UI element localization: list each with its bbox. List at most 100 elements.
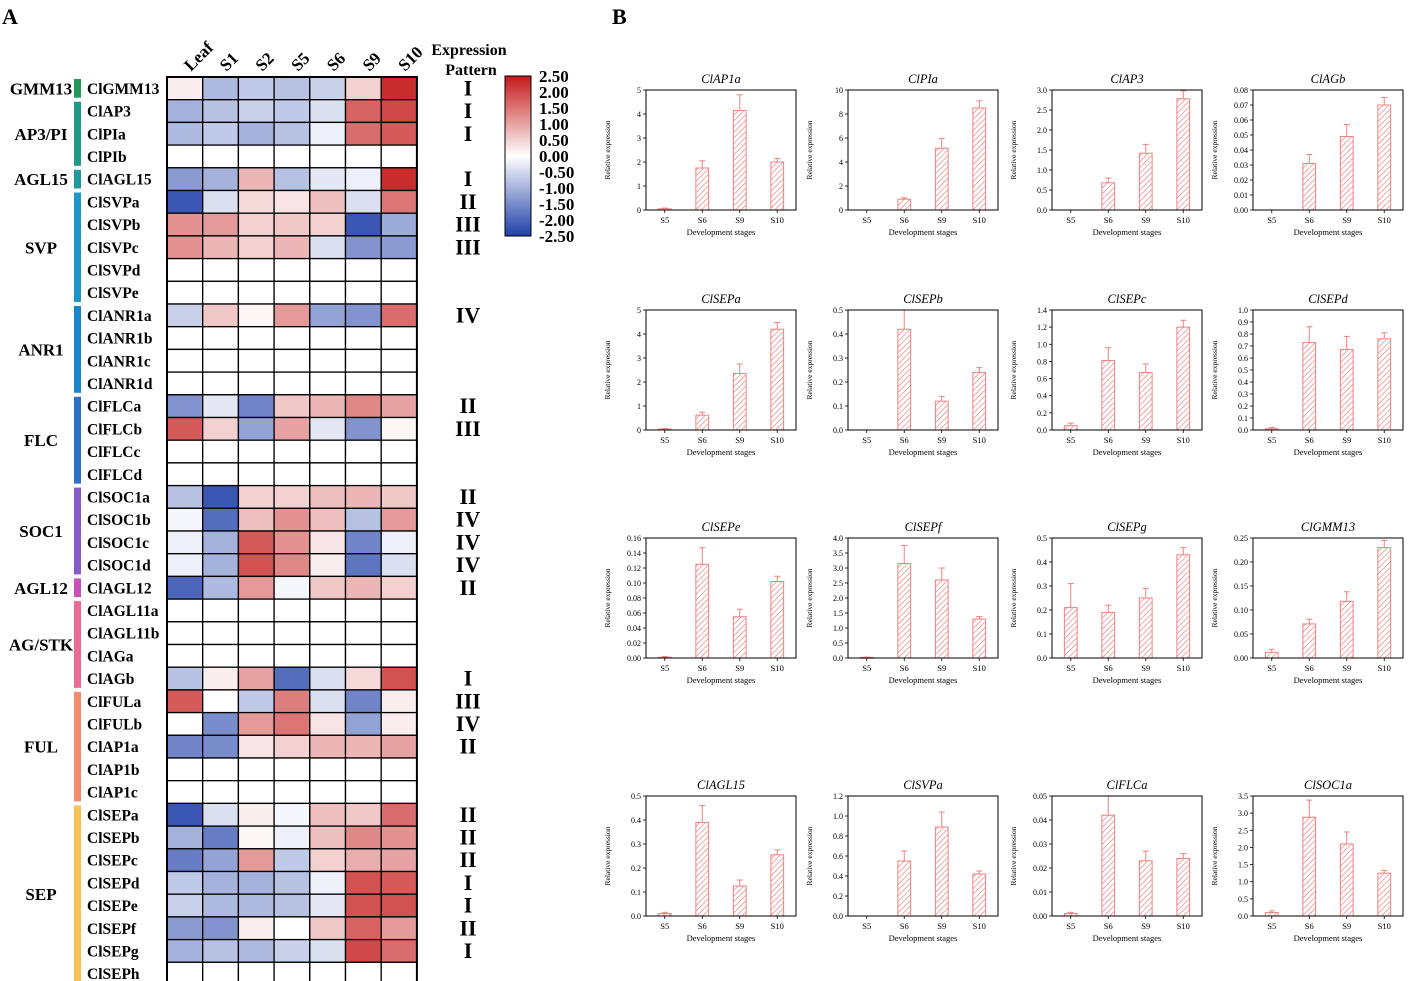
heatmap-cell <box>237 212 275 237</box>
bar <box>732 616 747 659</box>
gene-label: ClANR1b <box>87 331 152 348</box>
y-tick-label: 2 <box>637 378 641 387</box>
heatmap-cell <box>344 711 382 736</box>
heatmap-cell <box>344 825 382 850</box>
y-tick-label: 0.12 <box>627 564 641 573</box>
y-tick-label: 0.9 <box>1238 318 1248 327</box>
heatmap-cell <box>202 530 240 555</box>
gene-label: ClAGb <box>87 671 134 688</box>
pattern-label: II <box>459 802 476 827</box>
heatmap-cell <box>380 257 418 282</box>
y-tick-label: 2.0 <box>1238 843 1248 852</box>
y-tick-label: 0.6 <box>833 852 843 861</box>
heatmap-cell <box>166 689 204 714</box>
pattern-label: II <box>459 847 476 872</box>
x-axis-label: Development stages <box>1294 675 1363 685</box>
heatmap-cell <box>202 870 240 895</box>
heatmap-cell <box>237 484 275 509</box>
heatmap-cell <box>380 348 418 373</box>
chart-title: ClSEPd <box>1308 292 1348 306</box>
y-tick-label: 1.0 <box>833 624 843 633</box>
heatmap-cell <box>273 416 311 441</box>
heatmap-cell <box>344 235 382 260</box>
bar <box>1101 611 1116 659</box>
gene-label: ClAP1b <box>87 762 140 779</box>
x-tick-label: S9 <box>1342 921 1351 931</box>
heatmap-cell <box>166 303 204 328</box>
heatmap-cell <box>309 235 347 260</box>
y-tick-label: 0.04 <box>627 624 641 633</box>
x-tick-label: S9 <box>1342 215 1351 225</box>
heatmap-cell <box>166 371 204 396</box>
heatmap-cell <box>309 780 347 805</box>
plot-frame <box>1252 537 1404 659</box>
pattern-label: III <box>455 212 481 237</box>
bar <box>1063 607 1078 659</box>
x-tick-label: S9 <box>735 435 744 445</box>
heatmap-cell <box>380 780 418 805</box>
bar <box>934 400 949 431</box>
x-tick-label: S6 <box>698 921 707 931</box>
y-tick-label: 0.3 <box>1238 390 1248 399</box>
y-tick-label: 5 <box>637 306 641 315</box>
gene-label: ClGMM13 <box>87 81 160 98</box>
heatmap-cell <box>237 711 275 736</box>
heatmap-cell <box>380 212 418 237</box>
heatmap-row: ClAP1b <box>87 757 418 782</box>
y-tick-label: 0.4 <box>1238 378 1248 387</box>
heatmap-cell <box>273 870 311 895</box>
bar <box>1176 326 1191 431</box>
heatmap-cell <box>202 825 240 850</box>
heatmap-cell <box>380 416 418 441</box>
y-tick-label: 1.0 <box>1238 306 1248 315</box>
heatmap-cell <box>344 348 382 373</box>
heatmap-cell <box>380 938 418 963</box>
heatmap-cell <box>237 575 275 600</box>
bar-chart-clsepa: ClSEPa S5 S6 S9 S10 0 1 2 3 4 5 Development stages R… <box>603 292 797 457</box>
heatmap-cell <box>344 462 382 487</box>
bar-chart-clap3: ClAP3 S5 S6 S9 S10 0.0 0.5 1.0 1.5 2.0 2.5 3.0 Devel… <box>1009 72 1203 237</box>
heatmap-cell <box>344 371 382 396</box>
heatmap-cell <box>202 121 240 146</box>
heatmap-cell <box>202 643 240 668</box>
bar <box>770 854 785 917</box>
heatmap-cell <box>273 257 311 282</box>
x-tick-label: S10 <box>973 215 986 225</box>
bar-chart-clsoc1a: ClSOC1a S5 S6 S9 S10 0.0 0.5 1.0 1.5 2.0 2.5 3.0 3.5… <box>1210 778 1404 943</box>
heatmap-cell <box>202 938 240 963</box>
x-tick-label: S6 <box>698 215 707 225</box>
x-tick-label: S10 <box>1177 663 1190 673</box>
heatmap-cell <box>237 553 275 578</box>
x-tick-label: S9 <box>1342 663 1351 673</box>
heatmap-cell <box>237 303 275 328</box>
y-tick-label: 0.0 <box>833 912 843 921</box>
y-tick-label: 0.0 <box>1238 426 1248 435</box>
y-tick-label: 0.05 <box>1234 630 1248 639</box>
heatmap-cell <box>237 280 275 305</box>
heatmap-cell <box>273 167 311 192</box>
y-tick-label: 1.4 <box>1037 306 1047 315</box>
y-tick-label: 0.00 <box>1234 206 1248 215</box>
heatmap-cell <box>309 167 347 192</box>
x-axis-label: Development stages <box>1294 227 1363 237</box>
pattern-label: I <box>464 166 473 191</box>
heatmap-row: ClAGL11a <box>87 598 418 623</box>
heatmap-row: ClSEPa II <box>87 802 477 827</box>
heatmap-row: ClFLCa II <box>87 393 477 418</box>
y-tick-label: 0.02 <box>627 639 641 648</box>
heatmap-cell <box>166 711 204 736</box>
heatmap-cell <box>309 348 347 373</box>
heatmap-cell <box>344 598 382 623</box>
heatmap-cell <box>309 938 347 963</box>
plot-frame <box>1051 537 1203 659</box>
heatmap-cell <box>237 802 275 827</box>
y-tick-label: 0.02 <box>1234 176 1248 185</box>
x-tick-label: S9 <box>1141 435 1150 445</box>
x-tick-label: S10 <box>1177 921 1190 931</box>
bar-chart-clflca: ClFLCa S5 S6 S9 S10 0.00 0.01 0.02 0.03 0.04 0.05 D… <box>1009 778 1203 943</box>
plot-frame <box>645 309 797 431</box>
heatmap-cell <box>166 916 204 941</box>
heatmap-cell <box>380 99 418 124</box>
heatmap-cell <box>380 280 418 305</box>
gene-label: ClSOC1b <box>87 512 151 529</box>
